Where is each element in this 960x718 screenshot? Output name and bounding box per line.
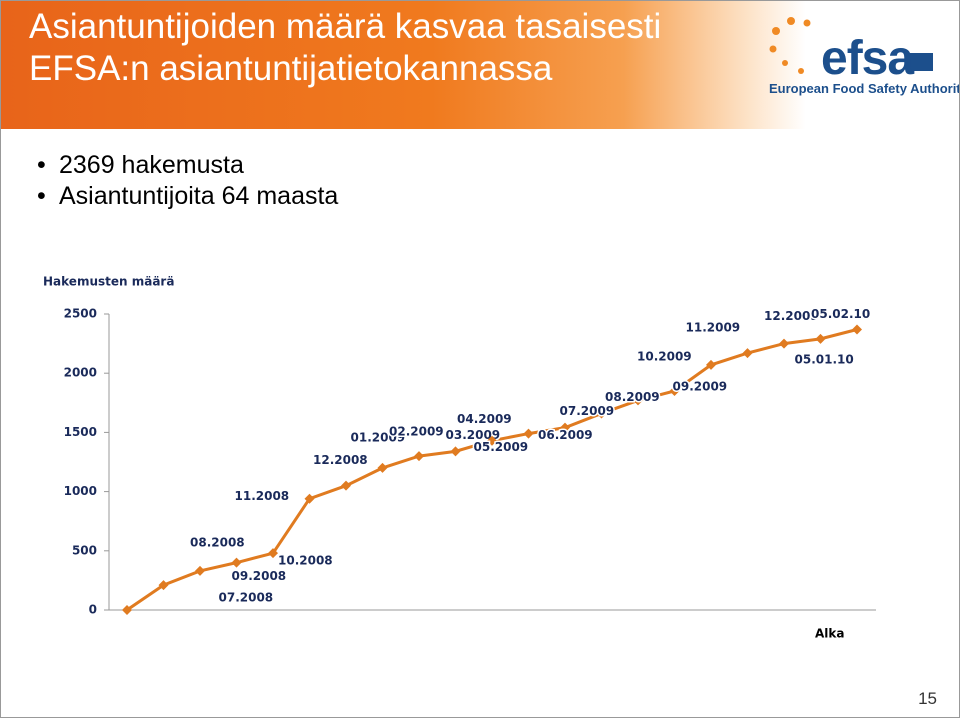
marker (815, 333, 826, 344)
marker (377, 462, 388, 473)
logo-name: efsa (821, 32, 914, 85)
marker (633, 395, 643, 406)
point-label: 02.2009 (389, 425, 444, 439)
marker (523, 428, 534, 439)
point-label: 10.2009 (637, 349, 692, 363)
point-label: 07.2009 (560, 404, 615, 418)
y-tick-label: 0 (89, 603, 97, 617)
y-axis-title: Hakemusten määrä (43, 275, 174, 289)
marker (706, 359, 716, 370)
point-label: 08.2009 (605, 390, 660, 404)
x-axis-title: Alka (815, 627, 844, 641)
marker (231, 557, 242, 568)
marker (487, 435, 497, 446)
title: Asiantuntijoiden määrä kasvaa tasaisesti (29, 7, 662, 46)
point-label: 12.2008 (313, 453, 368, 467)
point-label: 09.2009 (673, 379, 728, 393)
point-label: 10.2008 (278, 554, 333, 568)
marker (669, 385, 680, 396)
marker (596, 408, 607, 419)
point-label: 01.2009 (351, 430, 406, 444)
data-line (126, 328, 858, 612)
point-label: 05.01.10 (795, 352, 854, 366)
point-label: 05.02.10 (811, 307, 870, 321)
point-label: 03.2009 (446, 428, 501, 442)
point-label: 04.2009 (457, 412, 512, 426)
title: EFSA:n asiantuntijatietokannassa (29, 49, 553, 88)
marker (268, 548, 278, 559)
point-label: 06.2009 (538, 428, 593, 442)
marker (852, 324, 862, 335)
marker (779, 338, 789, 349)
marker (450, 446, 461, 457)
marker (195, 565, 205, 576)
bullet: 2369 hakemusta (37, 151, 244, 180)
page-number: 15 (918, 689, 937, 708)
marker (122, 605, 132, 615)
header-banner (1, 1, 959, 129)
marker (304, 493, 315, 504)
point-label: 09.2008 (232, 569, 287, 583)
y-tick-label: 1500 (64, 425, 97, 439)
point-label: 11.2008 (235, 489, 290, 503)
marker (341, 480, 351, 491)
point-label: 05.2009 (474, 440, 529, 454)
y-tick-label: 2500 (64, 307, 97, 321)
bullet: Asiantuntijoita 64 maasta (37, 182, 338, 211)
logo-subtitle: European Food Safety Authority (769, 81, 960, 96)
point-label: 08.2008 (190, 535, 245, 549)
bullet-text: 2369 hakemusta (59, 151, 244, 179)
point-label: 12.2009 (764, 309, 819, 323)
marker (158, 580, 169, 591)
marker (414, 451, 424, 462)
y-tick-label: 1000 (64, 484, 97, 498)
marker (560, 422, 570, 433)
bullet-text: Asiantuntijoita 64 maasta (59, 182, 339, 210)
point-label: 07.2008 (219, 591, 274, 605)
point-label: 11.2009 (686, 321, 741, 335)
y-tick-label: 500 (72, 543, 97, 557)
y-tick-label: 2000 (64, 366, 97, 380)
marker (742, 348, 753, 359)
